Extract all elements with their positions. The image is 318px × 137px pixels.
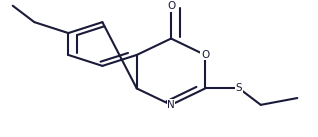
Text: O: O (201, 50, 209, 60)
Text: S: S (236, 83, 242, 93)
Text: N: N (167, 100, 175, 110)
Text: O: O (167, 1, 175, 11)
